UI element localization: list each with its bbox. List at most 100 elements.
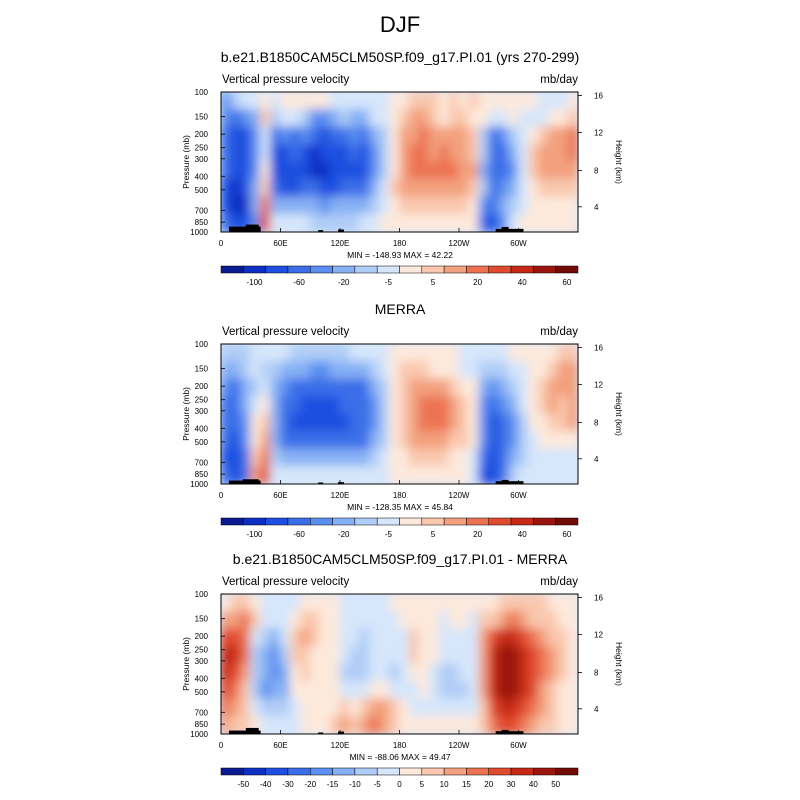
field-cell [557,594,569,612]
field-cell [389,448,400,467]
colorbar-swatch [354,767,378,776]
colorbar-label: -60 [293,278,305,287]
field-cell [329,161,341,180]
field-cell [428,109,440,128]
field-cell [359,716,371,734]
field-cell [280,663,291,682]
field-cell [547,196,559,215]
field-cell [438,161,450,180]
field-cell [508,396,519,415]
y-right-tick-label: 4 [594,203,599,212]
field-cell [458,646,470,665]
field-cell [329,378,341,397]
field-cell [240,214,252,232]
field-cell [438,466,450,484]
field-cell [270,109,281,128]
field-cell [369,646,381,665]
field-cell [399,681,410,700]
field-cell [438,681,450,700]
field-cell [369,628,381,647]
field-cell [339,681,351,700]
field-cell [537,594,549,612]
field-cell [349,378,361,397]
field-cell [448,628,460,647]
y-tick-label: 1000 [190,480,208,489]
field-cell [250,378,262,397]
x-tick-label: 60E [273,239,287,248]
field-cell [369,431,381,450]
colorbar-swatch [220,517,244,526]
field-cell [518,611,529,630]
field-cell [408,126,420,145]
field-cell [488,716,500,734]
field-cell [508,361,519,380]
field-cell [567,161,578,180]
field-cell [518,466,529,484]
field-cell [478,611,490,630]
y-tick-label: 400 [195,424,209,433]
field-cell [418,196,430,215]
field-cell [230,594,242,612]
field-cell [240,628,252,647]
field-cell [280,344,291,362]
field-cell [379,663,391,682]
field-cell [319,344,331,362]
field-cell [359,144,371,163]
field-cell [408,161,420,180]
field-cell [478,646,490,665]
field-cell [339,431,351,450]
topography-block [228,226,261,232]
field-cell [339,109,351,128]
field-cell [359,344,371,362]
field-cell [221,144,232,163]
field-cell [508,611,519,630]
field-cell [537,611,549,630]
field-cell [289,161,301,180]
field-cell [260,681,272,700]
field-cell [309,196,321,215]
field-cell [537,663,549,682]
field-cell [418,344,430,362]
field-cell [221,611,232,630]
field-cell [557,628,569,647]
field-cell [349,161,361,180]
field-cell [369,344,381,362]
field-cell [547,663,559,682]
field-cell [221,109,232,128]
colorbar-label: 10 [440,780,449,789]
y-axis-label: Pressure (mb) [181,387,191,441]
colorbar-swatch [533,517,556,526]
field-cell [408,214,420,232]
field-cell [270,196,281,215]
field-cell [339,344,351,362]
field-cell [389,594,400,612]
colorbar-swatch [555,265,579,274]
field-cell [428,413,440,432]
field-cell [567,716,578,734]
field-cell [270,663,281,682]
field-cell [537,196,549,215]
field-cell [498,698,510,717]
field-cell [567,126,578,145]
field-cell [418,448,430,467]
field-cell [458,161,470,180]
field-cell [438,698,450,717]
field-cell [428,466,440,484]
x-tick-label: 180 [393,239,407,248]
field-cell [399,448,410,467]
field-cell [280,716,291,734]
y-tick-label: 250 [195,396,209,405]
field-cell [379,361,391,380]
field-cell [230,413,242,432]
field-cell [448,646,460,665]
field-cell [518,361,529,380]
field-cell [270,361,281,380]
field-cell [567,214,578,232]
field-cell [428,594,440,612]
field-cell [270,594,281,612]
field-cell [270,628,281,647]
field-cell [527,628,539,647]
field-cell [458,594,470,612]
field-cell [408,361,420,380]
colorbar-label: -20 [304,780,316,789]
